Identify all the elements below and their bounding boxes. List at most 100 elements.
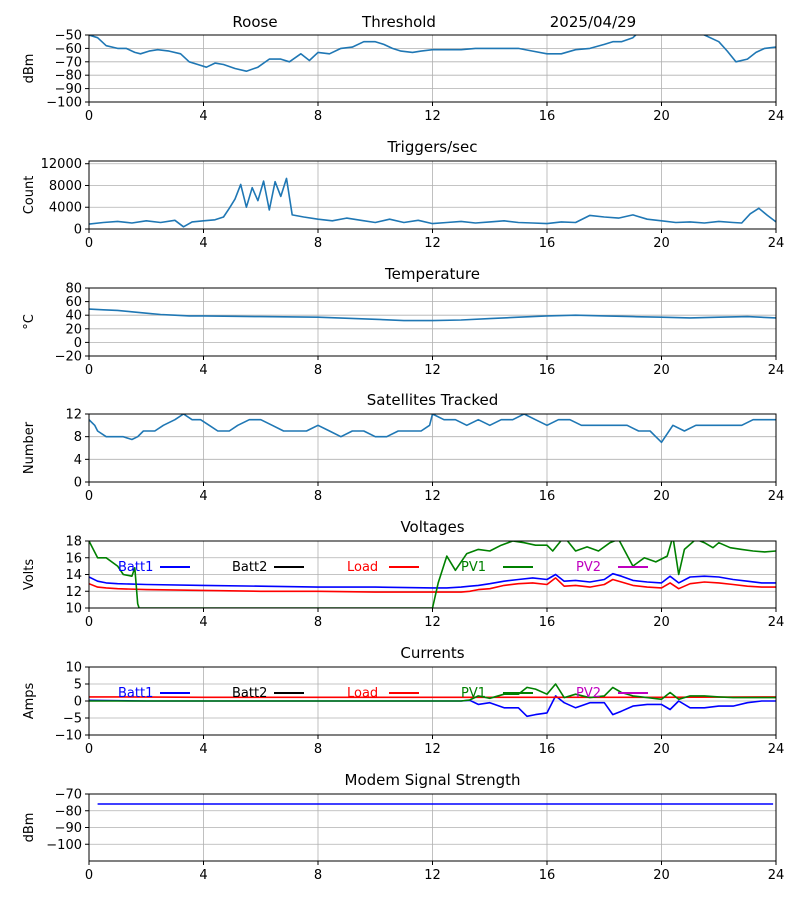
y-tick-label: −100	[46, 838, 82, 853]
x-tick-label: 24	[768, 236, 785, 251]
x-tick-label: 0	[85, 489, 93, 504]
chart-title: Modem Signal Strength	[345, 771, 521, 789]
series-line-satellites	[89, 414, 776, 444]
x-tick-label: 24	[768, 489, 785, 504]
y-tick-label: −20	[55, 350, 82, 365]
series-line-triggers	[89, 177, 776, 228]
chart-title: Voltages	[400, 518, 464, 536]
x-tick-label: 12	[424, 742, 441, 757]
x-tick-label: 12	[424, 109, 441, 124]
y-tick-label: −90	[55, 82, 82, 97]
x-tick-label: 24	[768, 742, 785, 757]
x-tick-label: 20	[653, 109, 670, 124]
y-tick-label: 8000	[49, 179, 82, 194]
y-tick-label: −50	[55, 29, 82, 44]
series-line-pv1	[89, 683, 776, 702]
legend-label-pv2: PV2	[576, 560, 601, 575]
y-tick-label: 5	[74, 678, 82, 693]
x-tick-label: 20	[653, 742, 670, 757]
x-tick-label: 24	[768, 615, 785, 630]
legend-label-load: Load	[347, 686, 378, 701]
chart-signal: 0 4 8 12 16 20 24 −100−90−80−70−60−50 dBm	[22, 29, 784, 125]
y-tick-label: 4000	[49, 201, 82, 216]
y-tick-label: −100	[46, 96, 82, 111]
x-tick-label: 16	[539, 489, 556, 504]
y-tick-label: −10	[55, 729, 82, 744]
x-tick-label: 0	[85, 236, 93, 251]
y-tick-label: 0	[74, 476, 82, 491]
x-tick-label: 16	[539, 109, 556, 124]
y-tick-label: −80	[55, 804, 82, 819]
x-tick-label: 0	[85, 109, 93, 124]
chart-triggers: 0 4 8 12 16 20 24 0 4000 8000 12000 Triggers/sec Cou…	[22, 138, 784, 251]
y-tick-label: 16	[65, 551, 82, 566]
legend-label-batt2: Batt2	[232, 560, 267, 575]
y-tick-label: 60	[65, 295, 82, 310]
y-tick-label: 12000	[41, 157, 82, 172]
y-tick-label: 0	[74, 695, 82, 710]
y-tick-label: 14	[65, 568, 82, 583]
x-tick-label: 4	[199, 489, 207, 504]
x-tick-label: 12	[424, 868, 441, 883]
x-tick-label: 4	[199, 868, 207, 883]
x-tick-label: 20	[653, 615, 670, 630]
y-tick-label: −80	[55, 69, 82, 84]
y-axis-label: Amps	[22, 682, 37, 719]
x-tick-label: 8	[314, 489, 322, 504]
header-station: Roose	[232, 13, 277, 31]
chart-title: Triggers/sec	[387, 138, 478, 156]
y-tick-label: 10	[65, 602, 82, 617]
series-line-temperature	[89, 308, 776, 322]
y-tick-label: 18	[65, 535, 82, 550]
header-date: 2025/04/29	[550, 13, 636, 31]
chart-title: Temperature	[384, 265, 480, 283]
y-tick-label: −70	[55, 55, 82, 70]
x-tick-label: 8	[314, 109, 322, 124]
x-tick-label: 12	[424, 363, 441, 378]
y-tick-label: −90	[55, 821, 82, 836]
x-tick-label: 8	[314, 236, 322, 251]
x-tick-label: 4	[199, 109, 207, 124]
x-tick-label: 0	[85, 363, 93, 378]
legend-label-pv1: PV1	[461, 686, 486, 701]
y-tick-label: 0	[74, 336, 82, 351]
x-tick-label: 16	[539, 615, 556, 630]
y-tick-label: −5	[63, 712, 82, 727]
x-tick-label: 20	[653, 236, 670, 251]
y-axis-label: dBm	[22, 813, 37, 843]
legend-label-batt2: Batt2	[232, 686, 267, 701]
y-tick-label: 10	[65, 661, 82, 676]
x-tick-label: 4	[199, 236, 207, 251]
x-tick-label: 0	[85, 742, 93, 757]
y-tick-label: 0	[74, 223, 82, 238]
legend-label-pv1: PV1	[461, 560, 486, 575]
y-axis-label: Volts	[22, 559, 37, 591]
x-tick-label: 8	[314, 363, 322, 378]
x-tick-label: 16	[539, 742, 556, 757]
x-tick-label: 4	[199, 363, 207, 378]
y-tick-label: −60	[55, 42, 82, 57]
header-mode: Threshold	[361, 13, 436, 31]
x-tick-label: 12	[424, 236, 441, 251]
x-tick-label: 4	[199, 742, 207, 757]
y-tick-label: 12	[65, 408, 82, 423]
x-tick-label: 8	[314, 742, 322, 757]
chart-modem: 0 4 8 12 16 20 24 −100 −90 −80−70 Modem Signal Str…	[22, 771, 784, 883]
y-axis-label: Count	[22, 176, 37, 215]
chart-title: Currents	[400, 644, 464, 662]
x-tick-label: 12	[424, 615, 441, 630]
series-line-batt1	[89, 572, 776, 589]
x-tick-label: 24	[768, 363, 785, 378]
x-tick-label: 12	[424, 489, 441, 504]
y-tick-label: 12	[65, 585, 82, 600]
x-tick-label: 24	[768, 868, 785, 883]
x-tick-label: 16	[539, 868, 556, 883]
chart-satellites: 0 4 8 12 16 20 24 0 4 8 12 Satellites Tracked Number	[22, 391, 784, 504]
legend-label-batt1: Batt1	[118, 686, 153, 701]
x-tick-label: 20	[653, 868, 670, 883]
x-tick-label: 0	[85, 615, 93, 630]
series-line-load	[89, 577, 776, 593]
